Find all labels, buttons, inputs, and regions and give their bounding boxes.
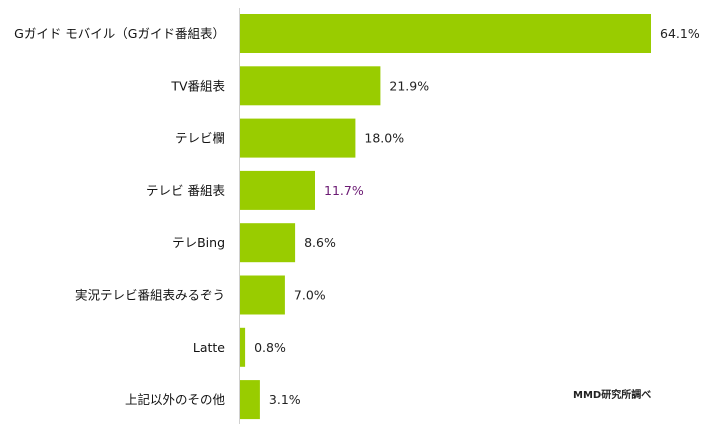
value-label-2: 18.0% [364, 131, 404, 146]
bar-2 [240, 118, 356, 158]
value-label-3: 11.7% [324, 183, 364, 198]
bar-3 [240, 170, 315, 210]
value-label-1: 21.9% [389, 78, 429, 93]
category-label-5: 実況テレビ番組表みるぞう [75, 288, 225, 303]
bar-5 [240, 275, 285, 315]
category-label-0: Gガイド モバイル（Gガイド番組表） [14, 26, 225, 41]
value-label-0: 64.1% [660, 26, 700, 41]
value-labels: 64.1% 21.9% 18.0% 11.7% 8.6% 7.0% 0.8% 3.1% [254, 26, 700, 407]
value-label-5: 7.0% [294, 288, 326, 303]
bar-7 [240, 380, 260, 420]
category-label-1: TV番組表 [170, 78, 225, 93]
category-label-3: テレビ 番組表 [146, 183, 225, 198]
category-label-7: 上記以外のその他 [125, 392, 226, 407]
bars-group [240, 14, 651, 420]
value-label-6: 0.8% [254, 340, 286, 355]
source-note: MMD研究所調べ [573, 390, 652, 401]
category-label-4: テレBing [172, 235, 225, 250]
category-label-6: Latte [193, 340, 225, 355]
value-label-7: 3.1% [269, 392, 301, 407]
value-label-4: 8.6% [304, 235, 336, 250]
bar-6 [240, 327, 246, 367]
category-label-2: テレビ欄 [175, 131, 225, 146]
bar-4 [240, 223, 296, 263]
bar-1 [240, 66, 381, 106]
bar-0 [240, 14, 651, 53]
